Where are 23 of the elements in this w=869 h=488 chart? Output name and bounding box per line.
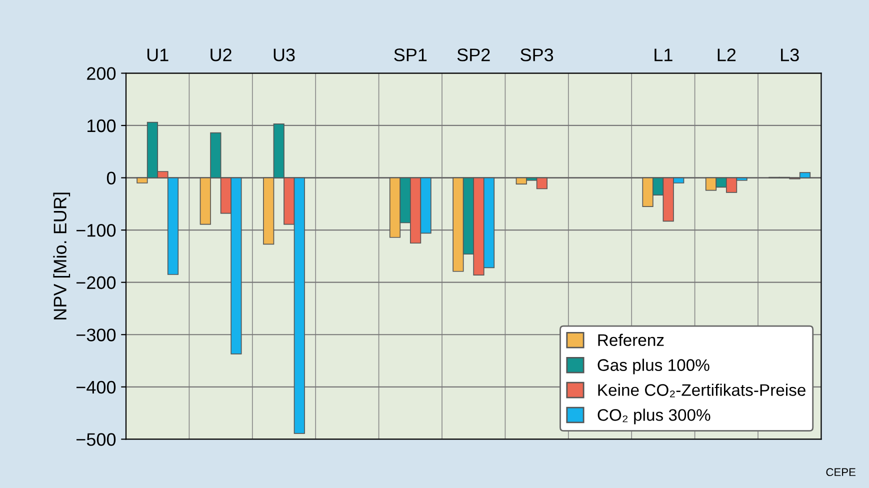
x-tick-label: L1 [654,48,672,62]
y-tick-label: 0 [106,172,116,184]
x-tick-label: U3 [274,48,295,62]
x-tick-label: SP1 [394,48,427,62]
legend-label: Referenz [598,334,664,346]
x-tick-label: L2 [718,48,736,62]
x-tick-label: SP3 [520,48,554,62]
y-tick-label: −100 [76,224,116,237]
y-tick-label: −200 [76,276,116,290]
text: CEPE [826,468,856,476]
y-axis-title: NPV [Mio. EUR] [53,192,70,320]
x-tick-label: L3 [781,48,799,62]
legend-label: Keine CO₂-Zertifikats-Preise [598,384,806,398]
legend-label: Gas plus 100% [598,358,710,374]
y-tick-label: 100 [88,119,116,132]
y-tick-label: −300 [76,328,116,342]
x-tick-label: SP2 [457,48,490,62]
y-tick-label: 200 [87,67,116,80]
x-tick-label: U2 [210,48,232,62]
legend-label: CO₂ plus 300% [598,408,710,424]
y-tick-label: −500 [76,433,116,446]
x-tick-label: U1 [147,48,168,62]
y-tick-label: −400 [76,380,116,394]
